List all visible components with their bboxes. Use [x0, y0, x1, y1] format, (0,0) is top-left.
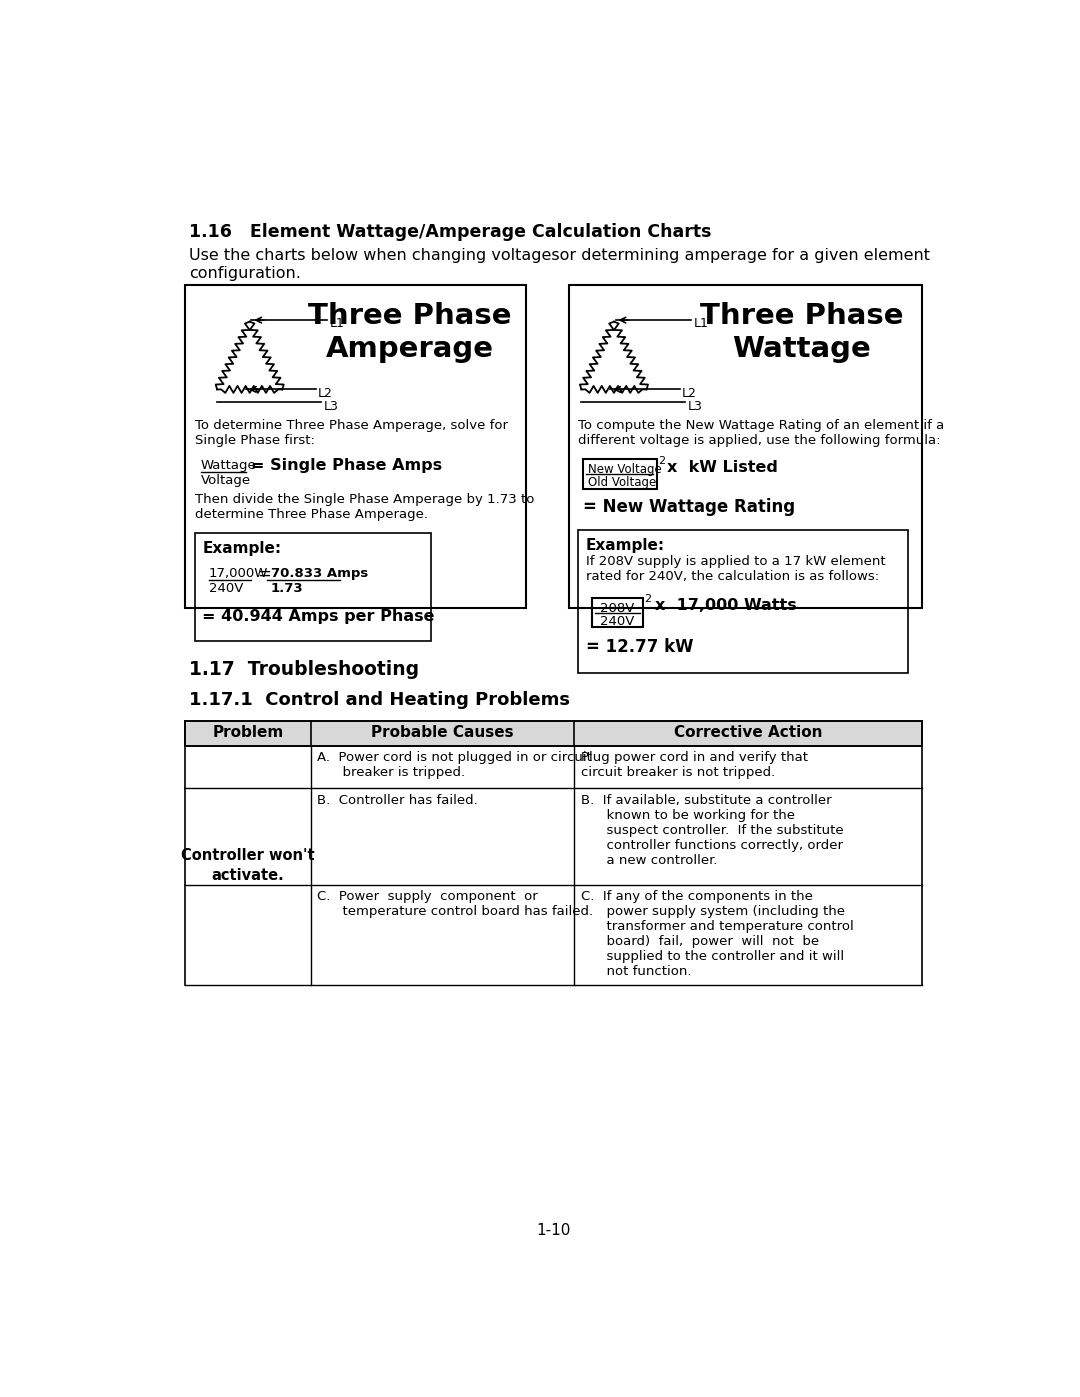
Text: L1: L1: [693, 317, 708, 331]
Text: L2: L2: [318, 387, 333, 400]
Text: L3: L3: [688, 400, 702, 414]
Bar: [186, 285, 526, 608]
Text: x  17,000 Watts: x 17,000 Watts: [656, 598, 797, 613]
Text: 70.833 Amps: 70.833 Amps: [271, 567, 368, 580]
Bar: [194, 534, 431, 641]
Text: 2: 2: [658, 455, 665, 465]
Text: Plug power cord in and verify that
circuit breaker is not tripped.: Plug power cord in and verify that circu…: [581, 752, 808, 780]
Bar: [186, 721, 921, 746]
Text: B.  If available, substitute a controller
      known to be working for the
    : B. If available, substitute a controller…: [581, 793, 843, 866]
Text: x  kW Listed: x kW Listed: [667, 460, 779, 475]
Text: = 12.77 kW: = 12.77 kW: [586, 638, 693, 657]
Text: C.  Power  supply  component  or
      temperature control board has failed.: C. Power supply component or temperature…: [318, 890, 593, 918]
Text: 1.73: 1.73: [271, 583, 303, 595]
Text: Then divide the Single Phase Amperage by 1.73 to
determine Three Phase Amperage.: Then divide the Single Phase Amperage by…: [194, 493, 534, 521]
Text: Old Voltage: Old Voltage: [588, 476, 656, 489]
Bar: [583, 460, 657, 489]
Text: = Single Phase Amps: = Single Phase Amps: [252, 458, 443, 474]
Text: 2: 2: [644, 594, 651, 605]
Text: 240V: 240V: [600, 615, 634, 629]
Text: L1: L1: [329, 317, 345, 331]
Bar: [592, 598, 643, 627]
Text: L3: L3: [323, 400, 338, 414]
Text: 17,000W: 17,000W: [208, 567, 268, 580]
Text: Three Phase
Amperage: Three Phase Amperage: [309, 302, 512, 363]
Text: New Voltage: New Voltage: [588, 464, 661, 476]
Text: 208V: 208V: [600, 602, 634, 615]
Text: To compute the New Wattage Rating of an element if a
different voltage is applie: To compute the New Wattage Rating of an …: [578, 419, 945, 447]
Text: 1.17  Troubleshooting: 1.17 Troubleshooting: [189, 661, 419, 679]
Text: L2: L2: [683, 387, 697, 400]
Text: Controller won't
activate.: Controller won't activate.: [181, 848, 315, 883]
Bar: [569, 285, 921, 608]
Text: = New Wattage Rating: = New Wattage Rating: [583, 497, 795, 515]
Text: =: =: [257, 564, 271, 583]
Bar: [578, 531, 907, 673]
Text: Problem: Problem: [213, 725, 284, 740]
Text: 1-10: 1-10: [537, 1222, 570, 1238]
Text: Use the charts below when changing voltagesor determining amperage for a given e: Use the charts below when changing volta…: [189, 249, 930, 281]
Text: A.  Power cord is not plugged in or circuit
      breaker is tripped.: A. Power cord is not plugged in or circu…: [318, 752, 592, 780]
Text: = 40.944 Amps per Phase: = 40.944 Amps per Phase: [202, 609, 435, 624]
Text: Three Phase
Wattage: Three Phase Wattage: [700, 302, 903, 363]
Text: Probable Causes: Probable Causes: [372, 725, 514, 740]
Text: Example:: Example:: [586, 538, 665, 553]
Text: 1.17.1  Control and Heating Problems: 1.17.1 Control and Heating Problems: [189, 692, 570, 710]
Text: Wattage: Wattage: [201, 460, 257, 472]
Text: 1.16   Element Wattage/Amperage Calculation Charts: 1.16 Element Wattage/Amperage Calculatio…: [189, 224, 712, 242]
Text: If 208V supply is applied to a 17 kW element
rated for 240V, the calculation is : If 208V supply is applied to a 17 kW ele…: [586, 555, 886, 583]
Text: B.  Controller has failed.: B. Controller has failed.: [318, 793, 477, 806]
Text: 240V: 240V: [208, 583, 243, 595]
Text: C.  If any of the components in the
      power supply system (including the
   : C. If any of the components in the power…: [581, 890, 853, 978]
Text: To determine Three Phase Amperage, solve for
Single Phase first:: To determine Three Phase Amperage, solve…: [194, 419, 508, 447]
Text: Voltage: Voltage: [201, 474, 251, 488]
Text: Corrective Action: Corrective Action: [674, 725, 822, 740]
Text: Example:: Example:: [202, 541, 282, 556]
